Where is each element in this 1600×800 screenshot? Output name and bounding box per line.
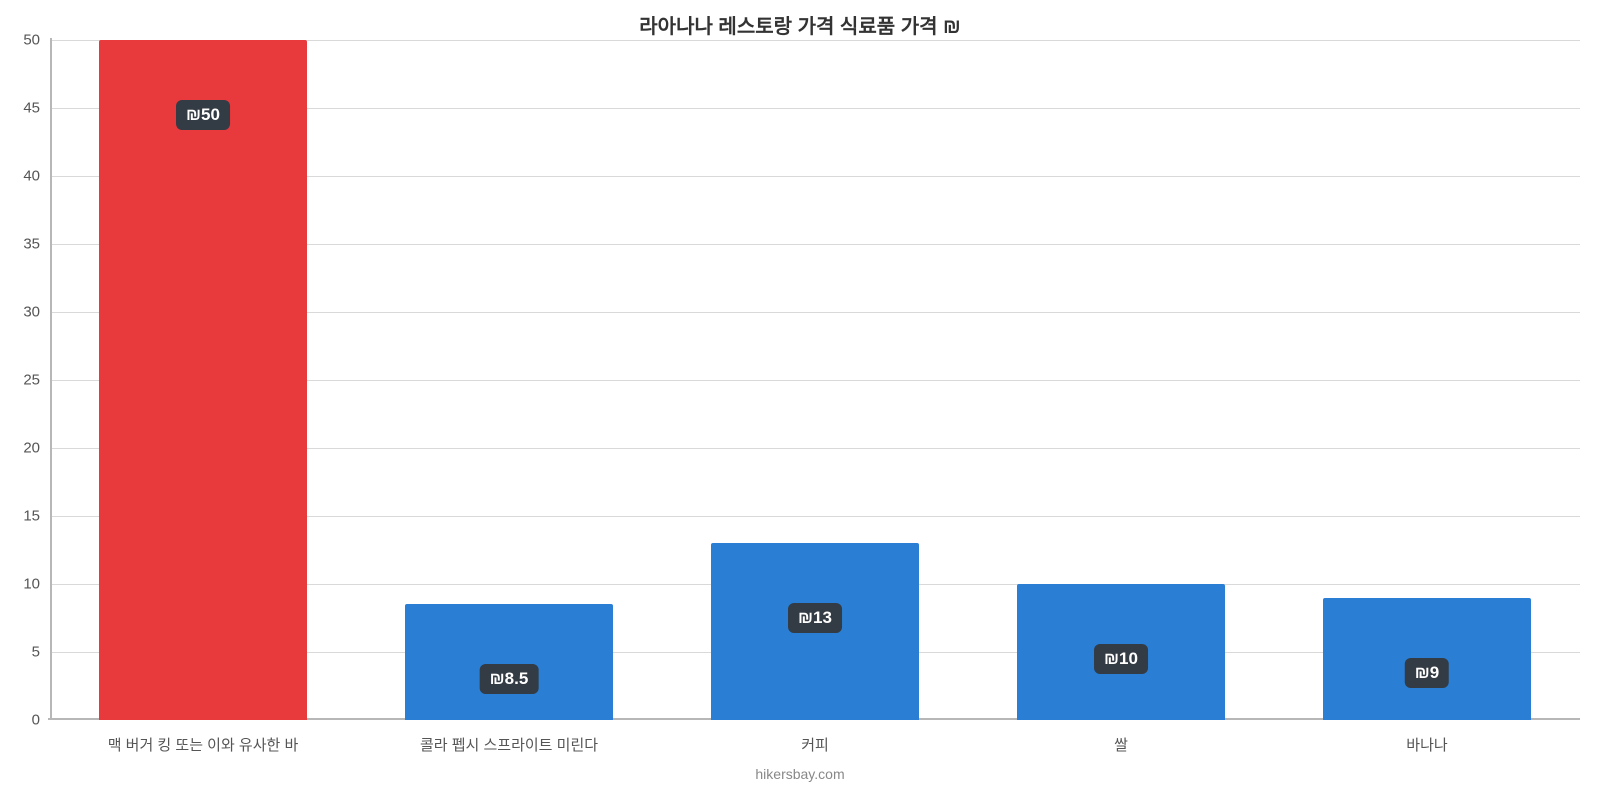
bar: ₪50 <box>99 40 307 720</box>
value-badge: ₪9 <box>1405 658 1449 688</box>
bar-group: ₪13 <box>662 40 968 720</box>
y-tick-label: 20 <box>23 440 50 457</box>
plot-area: ₪50₪8.5₪13₪10₪9 05101520253035404550맥 버거… <box>50 40 1580 720</box>
y-tick-label: 45 <box>23 100 50 117</box>
bar: ₪8.5 <box>405 604 613 720</box>
attribution-text: hikersbay.com <box>0 766 1600 782</box>
value-badge: ₪13 <box>788 603 842 633</box>
x-axis-label: 맥 버거 킹 또는 이와 유사한 바 <box>108 720 299 755</box>
bar-group: ₪10 <box>968 40 1274 720</box>
bar-group: ₪9 <box>1274 40 1580 720</box>
y-tick-label: 50 <box>23 32 50 49</box>
chart-container: 라아나나 레스토랑 가격 식료품 가격 ₪ ₪50 ₪8.5 ₪13 ₪10 ₪9 0 5… <box>0 0 1600 800</box>
y-tick-label: 15 <box>23 508 50 525</box>
x-axis-label: 쌀 <box>1114 720 1128 755</box>
y-tick-label: 10 <box>23 576 50 593</box>
y-tick-label: 30 <box>23 304 50 321</box>
x-axis-label: 바나나 <box>1406 720 1447 755</box>
bar-group: ₪50 <box>50 40 356 720</box>
value-badge: ₪8.5 <box>480 664 539 694</box>
bar-group: ₪8.5 <box>356 40 662 720</box>
bars-layer: ₪50 ₪8.5 ₪13 ₪10 ₪9 <box>50 40 1580 720</box>
x-axis-label: 콜라 펩시 스프라이트 미린다 <box>420 720 598 755</box>
bar: ₪13 <box>711 543 919 720</box>
value-badge: ₪50 <box>176 100 230 130</box>
bar: ₪9 <box>1323 598 1531 720</box>
x-axis-label: 커피 <box>801 720 829 755</box>
y-tick-label: 5 <box>32 644 50 661</box>
y-tick-label: 40 <box>23 168 50 185</box>
value-badge: ₪10 <box>1094 644 1148 674</box>
chart-title: 라아나나 레스토랑 가격 식료품 가격 ₪ <box>0 10 1600 39</box>
bar: ₪10 <box>1017 584 1225 720</box>
y-tick-label: 25 <box>23 372 50 389</box>
y-tick-label: 35 <box>23 236 50 253</box>
y-tick-label: 0 <box>32 712 50 729</box>
